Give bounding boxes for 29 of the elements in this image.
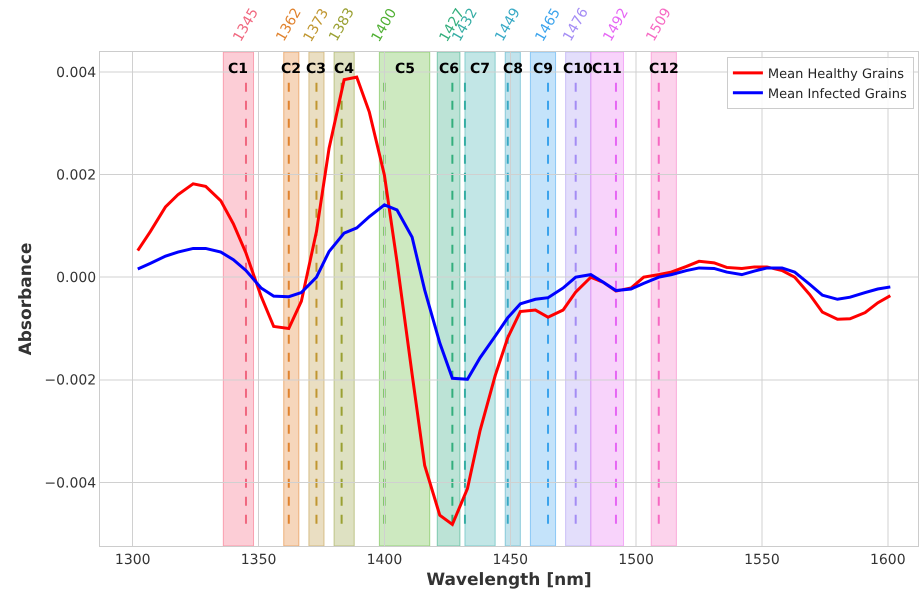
- x-tick-label: 1350: [240, 552, 276, 568]
- line-series: [136, 203, 892, 381]
- band-label: C1: [228, 61, 248, 77]
- x-tick-label: 1500: [618, 552, 654, 568]
- x-axis-title: Wavelength [nm]: [426, 570, 592, 590]
- y-tick-label: 0.004: [56, 64, 96, 81]
- band-label: C2: [281, 61, 302, 77]
- y-axis-title: Absorbance: [16, 242, 36, 356]
- band-label: C10: [563, 61, 594, 77]
- band-label: C6: [439, 61, 460, 77]
- y-tick-label: −0.002: [44, 372, 96, 389]
- band-label: C12: [649, 61, 679, 77]
- band-label: C8: [503, 61, 524, 77]
- band-label: C7: [470, 61, 490, 77]
- x-tick-label: 1300: [114, 552, 151, 568]
- x-tick-label: 1600: [870, 552, 906, 568]
- y-tick-label: 0.000: [56, 270, 96, 286]
- x-tick-label: 1550: [744, 552, 780, 568]
- y-tick-label: −0.004: [44, 475, 96, 492]
- legend-label: Mean Healthy Grains: [768, 66, 904, 82]
- band-label: C4: [334, 61, 354, 77]
- y-tick-label: 0.002: [56, 168, 96, 184]
- band-label: C5: [395, 61, 416, 77]
- band-label: C9: [533, 61, 554, 77]
- x-tick-label: 1400: [366, 552, 402, 568]
- band-label: C11: [592, 61, 622, 77]
- legend-label: Mean Infected Grains: [768, 86, 907, 102]
- x-tick-label: 1450: [492, 552, 528, 568]
- band-label: C3: [306, 61, 326, 77]
